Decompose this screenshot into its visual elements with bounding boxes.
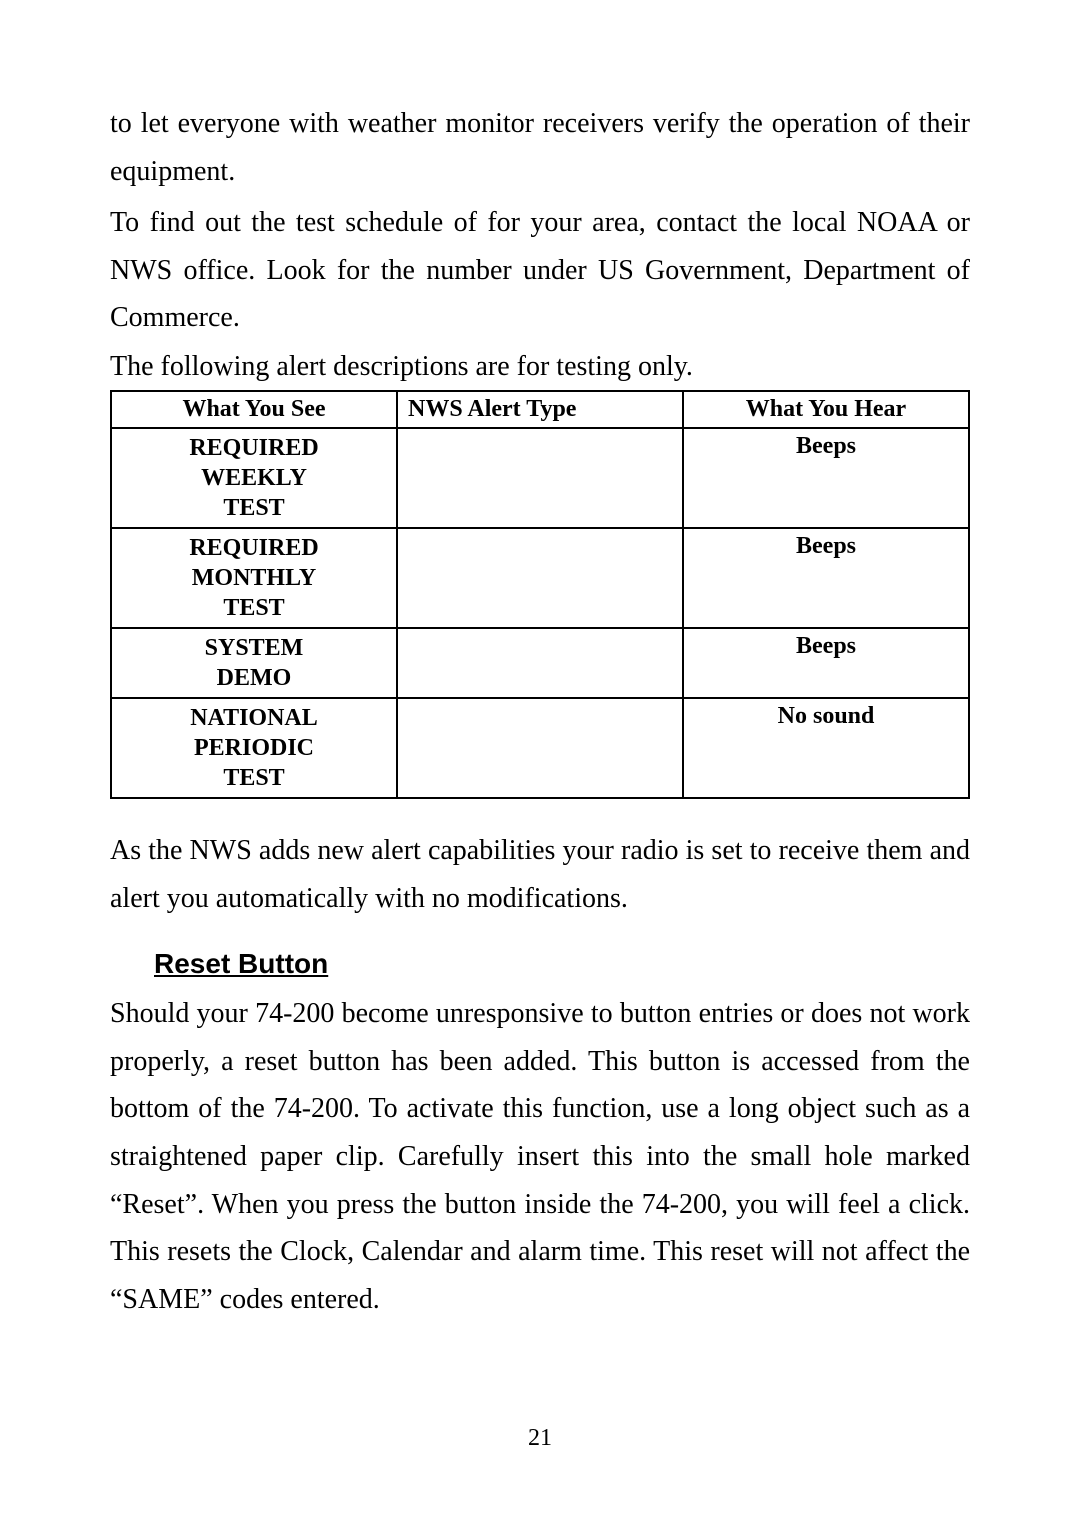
cell-hear: No sound [683, 698, 969, 798]
after-table-paragraph: As the NWS adds new alert capabilities y… [110, 827, 970, 922]
see-line: PERIODIC [120, 733, 388, 763]
see-line: DEMO [120, 663, 388, 693]
see-line: MONTHLY [120, 563, 388, 593]
intro-paragraph-1: to let everyone with weather monitor rec… [110, 100, 970, 195]
see-line: TEST [120, 493, 388, 523]
col-header-see: What You See [111, 391, 397, 428]
cell-see: REQUIRED WEEKLY TEST [111, 428, 397, 528]
see-line: REQUIRED [120, 433, 388, 463]
alerts-table: What You See NWS Alert Type What You Hea… [110, 390, 970, 799]
cell-see: REQUIRED MONTHLY TEST [111, 528, 397, 628]
see-line: NATIONAL [120, 703, 388, 733]
see-line: WEEKLY [120, 463, 388, 493]
see-line: REQUIRED [120, 533, 388, 563]
cell-see: NATIONAL PERIODIC TEST [111, 698, 397, 798]
table-row: SYSTEM DEMO Beeps [111, 628, 969, 698]
intro-paragraph-2: To find out the test schedule of for you… [110, 199, 970, 342]
see-line: TEST [120, 763, 388, 793]
intro-paragraph-3: The following alert descriptions are for… [110, 346, 970, 388]
col-header-hear: What You Hear [683, 391, 969, 428]
reset-body-paragraph: Should your 74-200 become unresponsive t… [110, 990, 970, 1323]
page-number: 21 [0, 1425, 1080, 1452]
cell-type [397, 628, 683, 698]
cell-type [397, 698, 683, 798]
table-header-row: What You See NWS Alert Type What You Hea… [111, 391, 969, 428]
cell-type [397, 528, 683, 628]
see-line: SYSTEM [120, 633, 388, 663]
reset-button-heading: Reset Button [154, 948, 970, 980]
table-row: REQUIRED WEEKLY TEST Beeps [111, 428, 969, 528]
see-line: TEST [120, 593, 388, 623]
col-header-type: NWS Alert Type [397, 391, 683, 428]
cell-type [397, 428, 683, 528]
table-row: REQUIRED MONTHLY TEST Beeps [111, 528, 969, 628]
cell-hear: Beeps [683, 628, 969, 698]
cell-hear: Beeps [683, 428, 969, 528]
cell-see: SYSTEM DEMO [111, 628, 397, 698]
table-row: NATIONAL PERIODIC TEST No sound [111, 698, 969, 798]
cell-hear: Beeps [683, 528, 969, 628]
